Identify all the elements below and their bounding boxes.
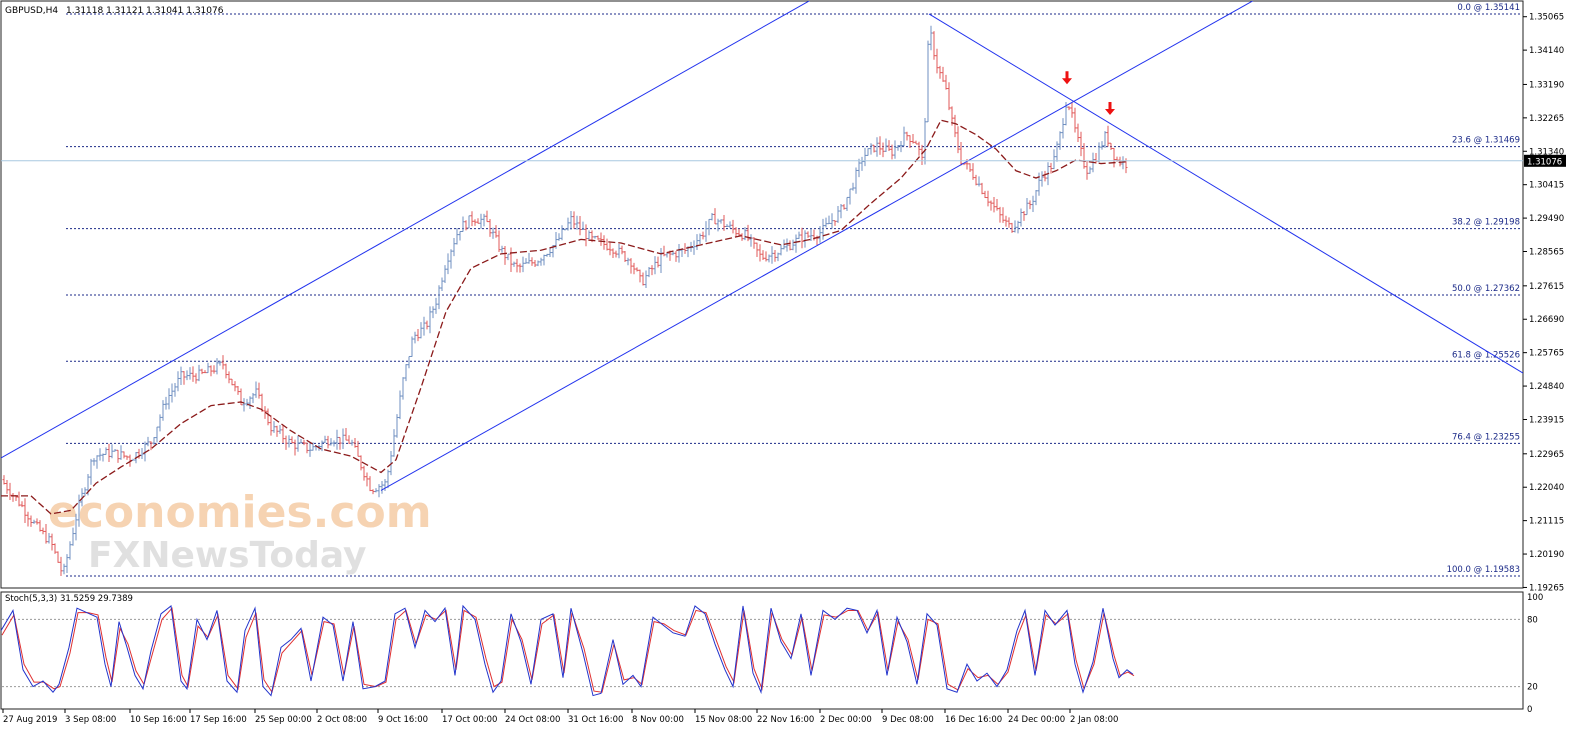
main-panel-frame — [0, 0, 1524, 589]
price-tick-label: 1.30415 — [1529, 181, 1564, 191]
trendline — [928, 13, 1523, 374]
stoch-axis-label: 20 — [1527, 683, 1538, 693]
price-tick-label: 1.28565 — [1529, 248, 1564, 258]
moving-average — [1, 119, 1129, 515]
fib-level-label: 61.8 @ 1.25526 — [1452, 350, 1520, 360]
price-tick-label: 1.23915 — [1529, 415, 1564, 425]
highlight-arrows — [1062, 71, 1115, 115]
stoch-panel-frame — [0, 591, 1524, 710]
fib-level-label: 38.2 @ 1.29198 — [1452, 218, 1520, 228]
time-tick-label: 10 Sep 16:00 — [130, 715, 187, 725]
price-axis: 1.35065 1.34140 1.33190 1.32265 1.31340 1.304… — [1523, 13, 1564, 593]
time-tick-label: 17 Sep 16:00 — [190, 715, 247, 725]
fib-level-label: 100.0 @ 1.19583 — [1447, 565, 1520, 575]
price-tick-label: 1.33190 — [1529, 80, 1564, 90]
stoch-axis-label: 100 — [1527, 593, 1543, 603]
time-tick-label: 24 Oct 08:00 — [505, 715, 560, 725]
time-tick-label: 2 Jan 08:00 — [1070, 715, 1118, 725]
time-tick-label: 9 Dec 08:00 — [882, 715, 934, 725]
trendlines — [1, 1, 1523, 491]
stoch-label: Stoch(5,3,3) 31.5259 29.7389 — [5, 594, 133, 604]
price-tick-label: 1.22965 — [1529, 450, 1564, 460]
watermark: economies.com FXNewsToday — [48, 487, 432, 576]
candlesticks — [2, 25, 1128, 576]
price-tick-label: 1.19265 — [1529, 583, 1564, 593]
time-tick-label: 2 Oct 08:00 — [317, 715, 367, 725]
price-tick-label: 1.26690 — [1529, 315, 1564, 325]
current-price-label: 1.31076 — [1527, 157, 1562, 167]
time-tick-label: 8 Nov 00:00 — [632, 715, 684, 725]
price-tick-label: 1.25765 — [1529, 349, 1564, 359]
time-tick-label: 3 Sep 08:00 — [65, 715, 116, 725]
price-tick-label: 1.31340 — [1529, 147, 1564, 157]
price-tick-label: 1.35065 — [1529, 13, 1564, 23]
current-price-tag — [1524, 154, 1566, 167]
current-price-line: 1.31076 — [1, 154, 1566, 167]
fib-level-label: 76.4 @ 1.23255 — [1452, 432, 1520, 442]
watermark-line2: FXNewsToday — [88, 535, 367, 576]
down-arrow-icon — [1062, 71, 1072, 85]
time-tick-label: 27 Aug 2019 — [3, 715, 57, 725]
moving-average-line — [1, 119, 1129, 515]
fib-level-label: 50.0 @ 1.27362 — [1452, 284, 1520, 294]
fib-level-label: 0.0 @ 1.35141 — [1457, 3, 1520, 13]
price-tick-label: 1.20190 — [1529, 550, 1564, 560]
time-tick-label: 31 Oct 16:00 — [568, 715, 623, 725]
fib-level-label: 23.6 @ 1.31469 — [1452, 136, 1520, 146]
stoch-axis-label: 0 — [1527, 705, 1532, 715]
price-tick-label: 1.34140 — [1529, 46, 1564, 56]
price-tick-label: 1.32265 — [1529, 114, 1564, 124]
time-tick-label: 22 Nov 16:00 — [757, 715, 814, 725]
time-tick-label: 15 Nov 08:00 — [695, 715, 752, 725]
price-tick-label: 1.24840 — [1529, 382, 1564, 392]
price-tick-label: 1.22040 — [1529, 483, 1564, 493]
chart-header: GBPUSD,H4 — [5, 6, 58, 16]
time-tick-label: 2 Dec 00:00 — [820, 715, 872, 725]
stoch-k-line — [1, 604, 1134, 697]
time-tick-label: 24 Dec 00:00 — [1008, 715, 1065, 725]
ohlc-header: 1.31118 1.31121 1.31041 1.31076 — [66, 6, 224, 16]
stoch-d-line — [1, 607, 1135, 694]
time-tick-label: 17 Oct 00:00 — [442, 715, 497, 725]
time-axis: 27 Aug 2019 3 Sep 08:00 10 Sep 16:00 17 Sep… — [2, 709, 1118, 725]
price-tick-label: 1.21115 — [1529, 517, 1564, 527]
price-tick-label: 1.27615 — [1529, 282, 1564, 292]
time-tick-label: 25 Sep 00:00 — [255, 715, 312, 725]
down-arrow-icon — [1105, 101, 1115, 115]
stochastic-oscillator: 100 80 20 0 Stoch(5,3,3) 31.5259 29.7389 — [1, 593, 1543, 715]
trendline — [1, 1, 811, 459]
time-tick-label: 16 Dec 16:00 — [945, 715, 1002, 725]
watermark-line1: economies.com — [48, 487, 432, 538]
stoch-axis-label: 80 — [1527, 615, 1538, 625]
trendline — [380, 1, 1254, 491]
time-tick-label: 9 Oct 16:00 — [378, 715, 428, 725]
price-tick-label: 1.29490 — [1529, 214, 1564, 224]
fibonacci-levels: 0.0 @ 1.35141 23.6 @ 1.31469 38.2 @ 1.2919… — [66, 3, 1522, 577]
